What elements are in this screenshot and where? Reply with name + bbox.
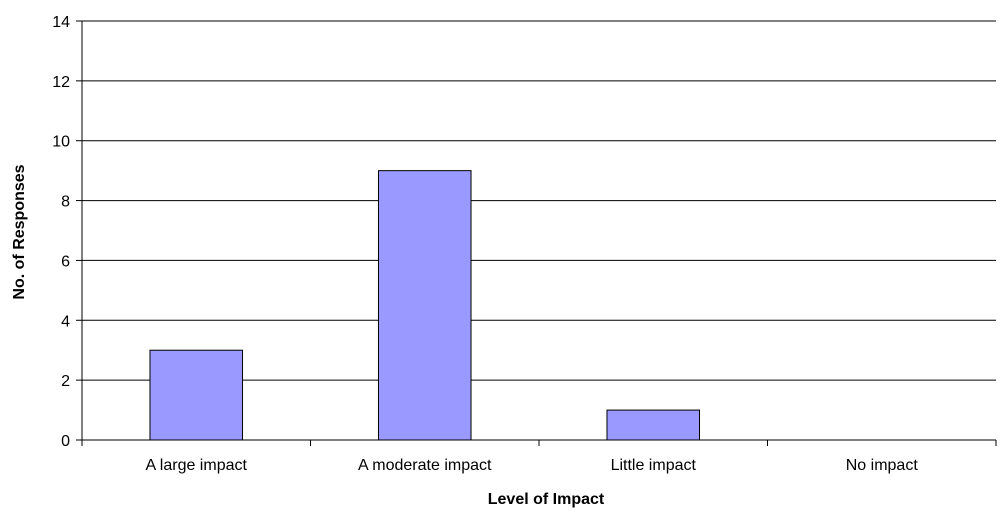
gridlines [82, 20, 996, 381]
bar-a-large-impact [149, 349, 244, 441]
y-tick-labels: 0 2 4 6 8 10 12 14 [52, 14, 70, 450]
bars [149, 170, 701, 441]
bar-little-impact [606, 409, 701, 441]
y-tick-label: 0 [61, 433, 70, 450]
y-tick-label: 4 [61, 313, 70, 330]
y-tick-label: 12 [52, 74, 70, 91]
x-tick-label: Little impact [611, 457, 697, 474]
y-tick-label: 14 [52, 14, 70, 31]
x-tick-label: No impact [846, 457, 919, 474]
x-tick-labels: A large impact A moderate impact Little im… [146, 457, 919, 474]
y-tick-label: 2 [61, 373, 70, 390]
x-axis-title: Level of Impact [488, 491, 605, 508]
x-tick-label: A large impact [146, 457, 248, 474]
axes [76, 20, 997, 446]
bar-a-moderate-impact [377, 170, 472, 441]
y-tick-label: 8 [61, 194, 70, 211]
y-tick-label: 6 [61, 253, 70, 270]
y-tick-label: 10 [52, 134, 70, 151]
y-axis-title: No. of Responses [11, 164, 28, 299]
x-tick-label: A moderate impact [358, 457, 492, 474]
